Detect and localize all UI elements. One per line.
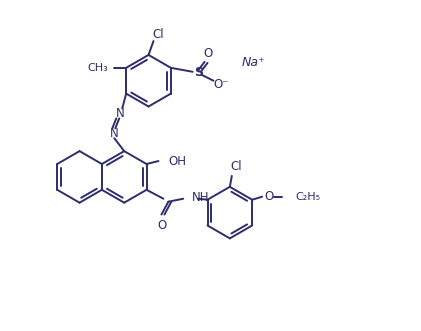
Text: O: O bbox=[264, 190, 274, 203]
Text: NH: NH bbox=[192, 191, 210, 204]
Text: CH₃: CH₃ bbox=[88, 63, 108, 73]
Text: O: O bbox=[158, 219, 167, 232]
Text: O⁻: O⁻ bbox=[214, 78, 229, 91]
Text: Cl: Cl bbox=[230, 161, 242, 173]
Text: N: N bbox=[110, 127, 119, 140]
Text: C₂H₅: C₂H₅ bbox=[296, 192, 321, 202]
Text: Cl: Cl bbox=[153, 27, 164, 41]
Text: N: N bbox=[116, 107, 125, 120]
Text: OH: OH bbox=[168, 155, 187, 167]
Text: Na⁺: Na⁺ bbox=[241, 56, 265, 70]
Text: S: S bbox=[194, 66, 203, 79]
Text: O: O bbox=[203, 47, 212, 61]
